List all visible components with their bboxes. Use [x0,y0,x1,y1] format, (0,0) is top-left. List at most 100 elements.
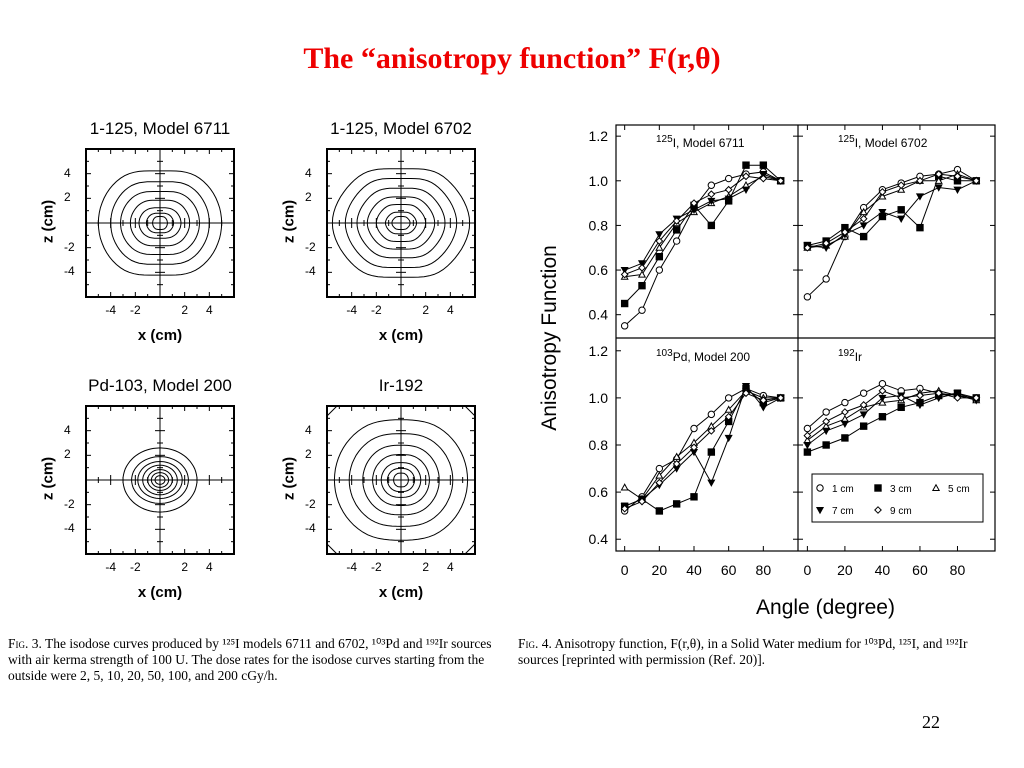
y-axis-label: Anisotropy Function [538,245,561,431]
legend: 1 cm 3 cm 5 cm 7 cm 9 cm [811,473,984,523]
data-point [707,190,716,199]
series-line [624,387,781,512]
data-point [655,243,664,251]
data-point [759,404,768,412]
marker-shape [690,493,698,501]
legend-label: 9 cm [890,506,912,517]
data-point [707,221,716,230]
y-tick-label: 0.8 [589,437,609,453]
data-point [707,426,716,435]
marker-shape [742,172,750,181]
marker-shape [859,401,868,409]
isodose-curve [147,468,173,492]
data-point [878,413,887,421]
data-point [859,232,868,241]
isodose-xlabel: x (cm) [378,327,424,344]
y-tick-label: 0.6 [589,262,609,278]
marker-shape [897,215,906,223]
data-point [724,185,733,194]
marker-shape [724,185,733,194]
isodose-curve [348,433,454,527]
isodose-panel-plot [326,405,476,555]
data-point [672,237,681,245]
marker-shape [916,223,924,232]
marker-shape [822,417,831,426]
data-point [803,441,812,450]
marker-shape [638,306,646,314]
isodose-caption-text: The isodose curves produced by ¹²⁵I mode… [8,636,492,683]
marker-shape [620,322,629,330]
marker-shape [953,172,962,181]
isodose-panel-plot [85,405,235,555]
isodose-curve [331,168,471,278]
marker-shape [672,459,681,468]
marker-shape [934,170,943,179]
slide-title: The “anisotropy function” F(r,θ) [303,42,721,75]
data-point [840,228,849,237]
x-tick-label: 0 [621,562,629,578]
y-tick-label: 1.2 [589,343,609,359]
marker-shape [822,408,830,416]
isodose-curve [344,178,458,268]
panel-label: 125I, Model 6711 [656,134,745,150]
marker-shape [953,393,962,402]
marker-shape [776,176,785,185]
marker-shape [655,464,664,473]
data-point [859,389,868,397]
data-point [655,237,664,245]
marker-shape [672,452,681,460]
marker-shape [724,405,733,413]
data-point [707,410,716,419]
marker-shape [815,506,825,515]
isodose-curve [375,204,427,242]
marker-shape [672,226,681,234]
data-point [672,226,681,234]
panel-label-main: I, Model 6711 [673,136,745,150]
marker-shape [759,161,768,169]
marker-shape [724,412,733,421]
anisotropy-caption-text: Anisotropy function, F(r,θ), in a Solid … [518,636,968,667]
series-line [624,164,782,304]
marker-shape [859,389,868,397]
isodose-curve [380,462,422,498]
legend-label: 1 cm [832,484,854,495]
marker-shape [638,497,646,506]
data-point [741,186,751,194]
isodose-curve [333,419,469,541]
data-point [672,452,681,460]
marker-shape [759,171,768,179]
marker-shape [724,174,733,183]
data-point [689,206,699,215]
data-point [672,217,681,225]
marker-shape [897,181,906,190]
isodose-curve [152,216,168,230]
isodose-curve [385,211,417,235]
isodose-z-tick-label: -2 [64,496,75,511]
marker-shape [620,270,629,279]
data-point [859,207,868,216]
data-point [638,281,646,290]
marker-shape [803,424,812,433]
legend-marker [874,506,882,514]
data-point [841,398,849,407]
data-point [822,239,831,248]
data-point [803,448,812,456]
legend-label: 5 cm [948,484,970,495]
legend-marker [816,484,824,492]
marker-shape [620,299,629,308]
data-point [878,380,887,388]
marker-shape [803,431,812,440]
isodose-curve [356,187,446,259]
data-point [655,478,664,487]
isodose-x-tick-label: -2 [129,560,141,574]
marker-shape [707,197,716,206]
isodose-panel-plot [85,148,235,298]
panel-label: 192Ir [838,348,862,364]
data-point [916,223,924,232]
isodose-x-tick-label: 2 [422,303,429,317]
data-point [878,188,887,196]
marker-shape [859,214,868,223]
marker-shape [859,232,868,241]
legend-label: 7 cm [832,506,854,517]
